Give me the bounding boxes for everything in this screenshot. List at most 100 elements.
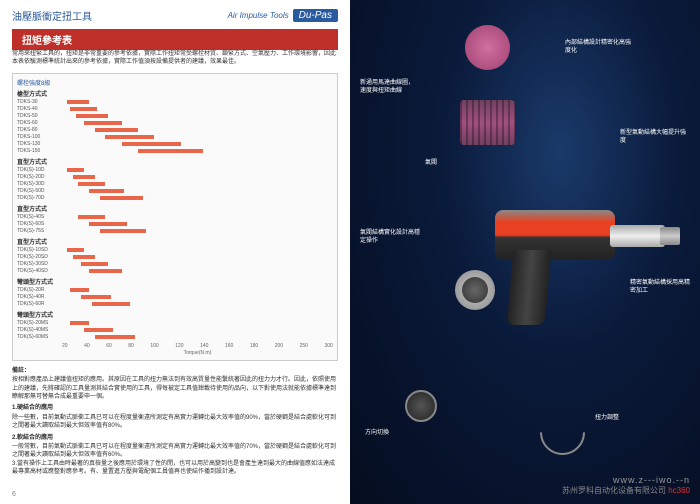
bar-track (62, 321, 333, 325)
brand-subtitle: Air Impulse Tools (228, 11, 289, 20)
chart-section: 彎頭型方式式TDK(S)-20MSTDK(S)-40MSTDK(S)-60MS (17, 310, 333, 340)
bar-row: TDK(S)-40SD (17, 268, 333, 274)
brand-main: Du-Pas (293, 9, 338, 22)
x-tick: 200 (275, 343, 283, 349)
bar-track (62, 255, 333, 259)
bar-row: TDK(S)-60S (17, 221, 333, 227)
x-tick: 250 (300, 343, 308, 349)
bar-track (62, 248, 333, 252)
model-label: TDK(S)-60MS (17, 334, 62, 340)
note-text-4: 3.當有操作上工具由時最著的真檢量之後應用於環境了性的閉，也可以用於高變到也是會… (12, 460, 338, 477)
bar-track (62, 175, 333, 179)
bar-track (62, 229, 333, 233)
model-label: TDK(S)-50D (17, 188, 62, 194)
header-row: 油壓脈衝定扭工具 Air Impulse Tools Du-Pas (12, 8, 338, 23)
knob-image (405, 390, 437, 422)
bar-track (62, 262, 333, 266)
torque-chart: 螺栓強度8級 槍型方式式TDKS-30TDKS-40TDKS-50TDKS-60… (12, 73, 338, 361)
torque-bar (67, 248, 83, 252)
chart-section: 槍型方式式TDKS-30TDKS-40TDKS-50TDKS-60TDKS-80… (17, 89, 333, 154)
bar-track (62, 114, 333, 118)
model-label: TDK(S)-30D (17, 181, 62, 187)
pistol-tool-nose (610, 225, 665, 247)
socket-inner (462, 277, 488, 303)
model-label: TDK(S)-40SD (17, 268, 62, 274)
torque-bar (122, 142, 182, 146)
model-label: TDK(S)-10D (17, 167, 62, 173)
bar-row: TDKS-80 (17, 127, 333, 133)
model-label: TDK(S)-75S (17, 228, 62, 234)
model-label: TDK(S)-20R (17, 287, 62, 293)
torque-bar (95, 335, 136, 339)
bar-track (62, 128, 333, 132)
bar-track (62, 142, 333, 146)
bar-row: TDK(S)-30SD (17, 261, 333, 267)
company-name: 苏州罗科自动化设备有限公司 hc360 (562, 485, 690, 496)
x-tick: 60 (106, 343, 112, 349)
page-number: 6 (12, 491, 16, 498)
section-label: 彎頭型方式式 (17, 277, 333, 286)
model-label: TDK(S)-20D (17, 174, 62, 180)
bar-row: TDK(S)-40S (17, 214, 333, 220)
model-label: TDK(S)-40MS (17, 327, 62, 333)
bar-row: TDK(S)-20MS (17, 320, 333, 326)
bar-row: TDKS-60 (17, 120, 333, 126)
model-label: TDK(S)-20MS (17, 320, 62, 326)
bar-row: TDKS-130 (17, 141, 333, 147)
torque-bar (100, 196, 143, 200)
annotation-6: 精密氣動結構採用高精密加工 (630, 280, 695, 296)
bar-track (62, 269, 333, 273)
chart-section: 直型方式式TDK(S)-40STDK(S)-60STDK(S)-75S (17, 204, 333, 234)
model-label: TDK(S)-60R (17, 301, 62, 307)
bar-track (62, 222, 333, 226)
bar-row: TDK(S)-10D (17, 167, 333, 173)
right-page: 新通用馬達曲線圖，速度與扭矩曲線 內部結構設計精密化高強度化 氣閥 新型氣動結構… (350, 0, 700, 504)
bar-row: TDK(S)-40R (17, 294, 333, 300)
brand-box: Air Impulse Tools Du-Pas (228, 9, 338, 22)
model-label: TDKS-150 (17, 148, 62, 154)
bar-track (62, 100, 333, 104)
note-title-main: 備註： (12, 367, 338, 375)
section-label: 槍型方式式 (17, 89, 333, 98)
model-label: TDKS-80 (17, 127, 62, 133)
torque-bar (78, 215, 105, 219)
chart-section: 直型方式式TDK(S)-10DTDK(S)-20DTDK(S)-30DTDK(S… (17, 157, 333, 201)
pistol-tool-tip (660, 227, 680, 245)
motor-stripes (460, 100, 515, 145)
bar-row: TDKS-40 (17, 106, 333, 112)
torque-bar (67, 168, 83, 172)
chart-section: 彎頭型方式式TDK(S)-20RTDK(S)-40RTDK(S)-60R (17, 277, 333, 307)
title-box: 扭矩參考表 (12, 29, 338, 50)
model-label: TDK(S)-70D (17, 195, 62, 201)
x-tick: 180 (250, 343, 258, 349)
model-label: TDK(S)-40R (17, 294, 62, 300)
rotation-arc-icon (531, 401, 595, 465)
torque-bar (105, 135, 154, 139)
note-text-2: 除一些數，目前氣動式脈衝工具已可以在程度量衡遠所測定有高實力運轉比最大效率值的9… (12, 414, 338, 431)
torque-bar (73, 175, 95, 179)
annotation-1: 新通用馬達曲線圖，速度與扭矩曲線 (360, 80, 415, 96)
torque-bar (84, 121, 122, 125)
section-label: 彎頭型方式式 (17, 310, 333, 319)
torque-bar (89, 222, 127, 226)
bar-row: TDKS-50 (17, 113, 333, 119)
model-label: TDK(S)-30SD (17, 261, 62, 267)
torque-bar (70, 321, 89, 325)
model-label: TDKS-130 (17, 141, 62, 147)
bar-track (62, 215, 333, 219)
bar-track (62, 196, 333, 200)
note-title-3: 2.軟結合的應用 (12, 434, 338, 442)
section-label: 直型方式式 (17, 157, 333, 166)
section-label: 直型方式式 (17, 237, 333, 246)
torque-bar (76, 114, 109, 118)
model-label: TDKS-50 (17, 113, 62, 119)
torque-bar (100, 229, 146, 233)
bar-row: TDK(S)-50D (17, 188, 333, 194)
x-tick: 100 (150, 343, 158, 349)
bar-track (62, 121, 333, 125)
bar-track (62, 189, 333, 193)
x-tick: 20 (62, 343, 68, 349)
left-page: 油壓脈衝定扭工具 Air Impulse Tools Du-Pas 扭矩參考表 … (0, 0, 350, 504)
model-label: TDK(S)-10SD (17, 247, 62, 253)
bar-track (62, 295, 333, 299)
